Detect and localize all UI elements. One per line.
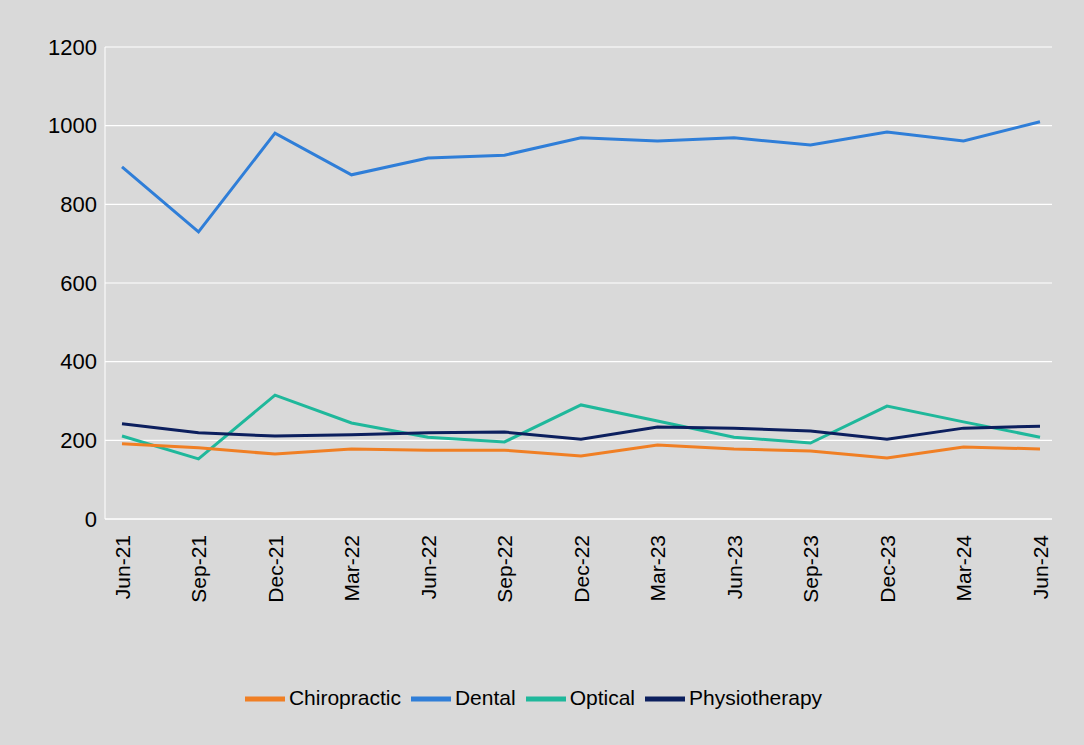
svg-text:Dec-21: Dec-21	[264, 535, 287, 603]
svg-text:0: 0	[85, 507, 97, 532]
svg-text:Mar-23: Mar-23	[646, 535, 669, 602]
svg-text:Jun-24: Jun-24	[1029, 535, 1052, 600]
html-text:Dental: Dental	[455, 685, 516, 709]
svg-text:Sep-21: Sep-21	[187, 535, 210, 603]
svg-text:1000: 1000	[48, 113, 97, 138]
svg-text:800: 800	[60, 192, 97, 217]
svg-text:200: 200	[60, 428, 97, 453]
svg-text:Dec-23: Dec-23	[876, 535, 899, 603]
svg-text:400: 400	[60, 349, 97, 374]
html-text:Chiropractic: Chiropractic	[288, 685, 401, 709]
svg-text:Mar-22: Mar-22	[340, 535, 363, 602]
html-text:Physiotherapy: Physiotherapy	[689, 685, 823, 709]
svg-text:Dec-22: Dec-22	[570, 535, 593, 603]
svg-text:Sep-22: Sep-22	[493, 535, 516, 603]
svg-text:600: 600	[60, 271, 97, 296]
svg-text:Jun-23: Jun-23	[723, 535, 746, 599]
svg-text:Jun-21: Jun-21	[111, 535, 134, 599]
svg-text:Jun-22: Jun-22	[417, 535, 440, 599]
html-text:Optical: Optical	[569, 685, 635, 709]
svg-text:Mar-24: Mar-24	[952, 535, 975, 602]
svg-text:Sep-23: Sep-23	[799, 535, 822, 603]
svg-text:1200: 1200	[48, 35, 97, 60]
